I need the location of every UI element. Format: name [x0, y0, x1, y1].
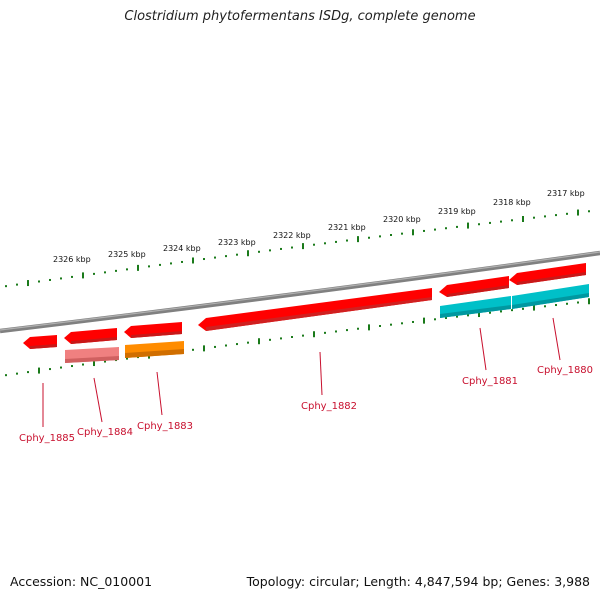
- scale-label-2320: 2320 kbp: [383, 215, 421, 224]
- gene-arrow-cphy-1885[interactable]: [23, 335, 57, 349]
- gene-box-cphy-1883[interactable]: [125, 341, 184, 358]
- scale-label-2319: 2319 kbp: [438, 207, 476, 216]
- scale-label-2325: 2325 kbp: [108, 250, 146, 259]
- genome-stats-text: Topology: circular; Length: 4,847,594 bp…: [246, 574, 590, 589]
- genome-backbone: [0, 250, 600, 334]
- scale-label-2322: 2322 kbp: [273, 231, 311, 240]
- outer-scale-ticks: [5, 209, 590, 288]
- scale-label-2323: 2323 kbp: [218, 238, 256, 247]
- scale-label-2326: 2326 kbp: [53, 255, 91, 264]
- accession-text: Accession: NC_010001: [10, 574, 153, 589]
- scale-label-2321: 2321 kbp: [328, 223, 366, 232]
- gene-arrow-cphy-1884-forward[interactable]: [64, 328, 117, 344]
- gene-label-cphy-1881[interactable]: Cphy_1881: [462, 376, 518, 387]
- gene-box-cphy-1884[interactable]: [65, 347, 119, 363]
- gene-label-cphy-1883[interactable]: Cphy_1883: [137, 421, 193, 432]
- gene-arrow-cphy-1883-forward[interactable]: [124, 322, 182, 338]
- scale-labels: 2317 kbp 2318 kbp 2319 kbp 2320 kbp 2321…: [53, 189, 585, 264]
- gene-label-cphy-1885[interactable]: Cphy_1885: [19, 433, 75, 444]
- gene-arrow-forward-b[interactable]: [509, 263, 586, 285]
- gene-arrow-cphy-1882[interactable]: [198, 288, 432, 331]
- gene-box-cphy-1881[interactable]: [440, 296, 511, 318]
- gene-label-cphy-1882[interactable]: Cphy_1882: [301, 401, 357, 412]
- gene-label-cphy-1880[interactable]: Cphy_1880: [537, 365, 593, 376]
- gene-box-cphy-1880[interactable]: [512, 284, 589, 309]
- scale-label-2317: 2317 kbp: [547, 189, 585, 198]
- gene-arrow-forward-a[interactable]: [439, 276, 509, 297]
- page-title: Clostridium phytofermentans ISDg, comple…: [124, 9, 476, 24]
- leader-lines: [42, 317, 561, 427]
- gene-label-cphy-1884[interactable]: Cphy_1884: [77, 427, 133, 438]
- scale-label-2324: 2324 kbp: [163, 244, 201, 253]
- scale-label-2318: 2318 kbp: [493, 198, 531, 207]
